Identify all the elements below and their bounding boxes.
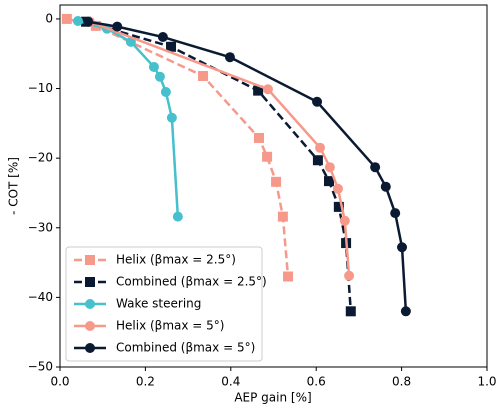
y-tick-label: −10: [28, 81, 53, 95]
marker: [333, 201, 344, 212]
marker: [312, 155, 323, 166]
marker: [85, 277, 95, 287]
x-tick-label: 0.6: [307, 375, 326, 389]
y-tick-label: −20: [28, 151, 53, 165]
marker: [339, 215, 350, 226]
marker: [224, 52, 235, 63]
marker: [400, 306, 411, 317]
marker: [61, 13, 72, 24]
series-line: [87, 20, 408, 312]
marker: [72, 16, 83, 27]
x-tick-label: 1.0: [477, 375, 496, 389]
marker: [277, 211, 288, 222]
marker: [370, 162, 381, 173]
marker: [85, 255, 95, 265]
marker: [253, 132, 264, 143]
marker: [390, 208, 401, 219]
marker: [315, 142, 326, 153]
x-axis-label: AEP gain [%]: [234, 391, 311, 405]
marker: [166, 112, 177, 123]
plot-frame: [59, 4, 488, 368]
marker: [283, 271, 294, 282]
marker: [262, 151, 273, 162]
marker: [397, 242, 408, 253]
marker: [253, 85, 264, 96]
x-tick-label: 0.4: [221, 375, 240, 389]
marker: [332, 183, 343, 194]
marker: [271, 176, 282, 187]
marker: [324, 162, 335, 173]
x-tick-label: 0.8: [392, 375, 411, 389]
y-tick-label: −40: [28, 290, 53, 304]
x-tick-label: 0.2: [136, 375, 155, 389]
legend-label: Combined (βmax = 5°): [116, 341, 255, 355]
y-tick-label: 0: [45, 11, 53, 25]
marker: [160, 87, 171, 98]
marker: [324, 176, 335, 187]
series-line: [85, 20, 353, 312]
marker: [157, 32, 168, 43]
marker: [112, 21, 123, 32]
marker: [345, 306, 356, 317]
legend-label: Helix (βmax = 2.5°): [116, 253, 236, 267]
marker: [380, 181, 391, 192]
y-tick-label: −50: [28, 360, 53, 374]
marker: [85, 343, 95, 353]
marker: [312, 96, 323, 107]
legend: Helix (βmax = 2.5°) Combined (βmax = 2.5°…: [65, 246, 267, 362]
marker: [198, 71, 209, 82]
marker: [148, 61, 159, 72]
y-axis-label: - COT [%]: [7, 157, 21, 215]
legend-label: Helix (βmax = 5°): [116, 319, 224, 333]
y-tick-label: −30: [28, 220, 53, 234]
x-tick-label: 0.0: [50, 375, 69, 389]
marker: [85, 321, 95, 331]
legend-box: [65, 246, 263, 362]
marker: [154, 71, 165, 82]
marker: [85, 299, 95, 309]
series-line: [89, 20, 351, 276]
legend-label: Combined (βmax = 2.5°): [116, 275, 267, 289]
marker: [172, 211, 183, 222]
series-line: [66, 17, 290, 277]
marker: [262, 84, 273, 95]
marker: [344, 270, 355, 281]
legend-label: Wake steering: [116, 297, 201, 311]
marker: [83, 16, 94, 27]
marker: [166, 41, 177, 52]
